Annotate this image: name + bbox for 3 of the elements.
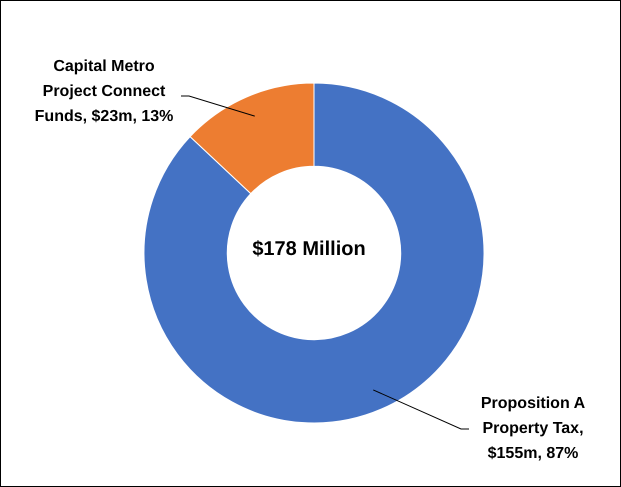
slice-label: Proposition A Property Tax, $155m, 87%	[480, 395, 586, 462]
slice-label: Capital Metro Project Connect Funds, $23m, 13%	[34, 58, 174, 125]
text: $178 Million	[252, 238, 366, 260]
